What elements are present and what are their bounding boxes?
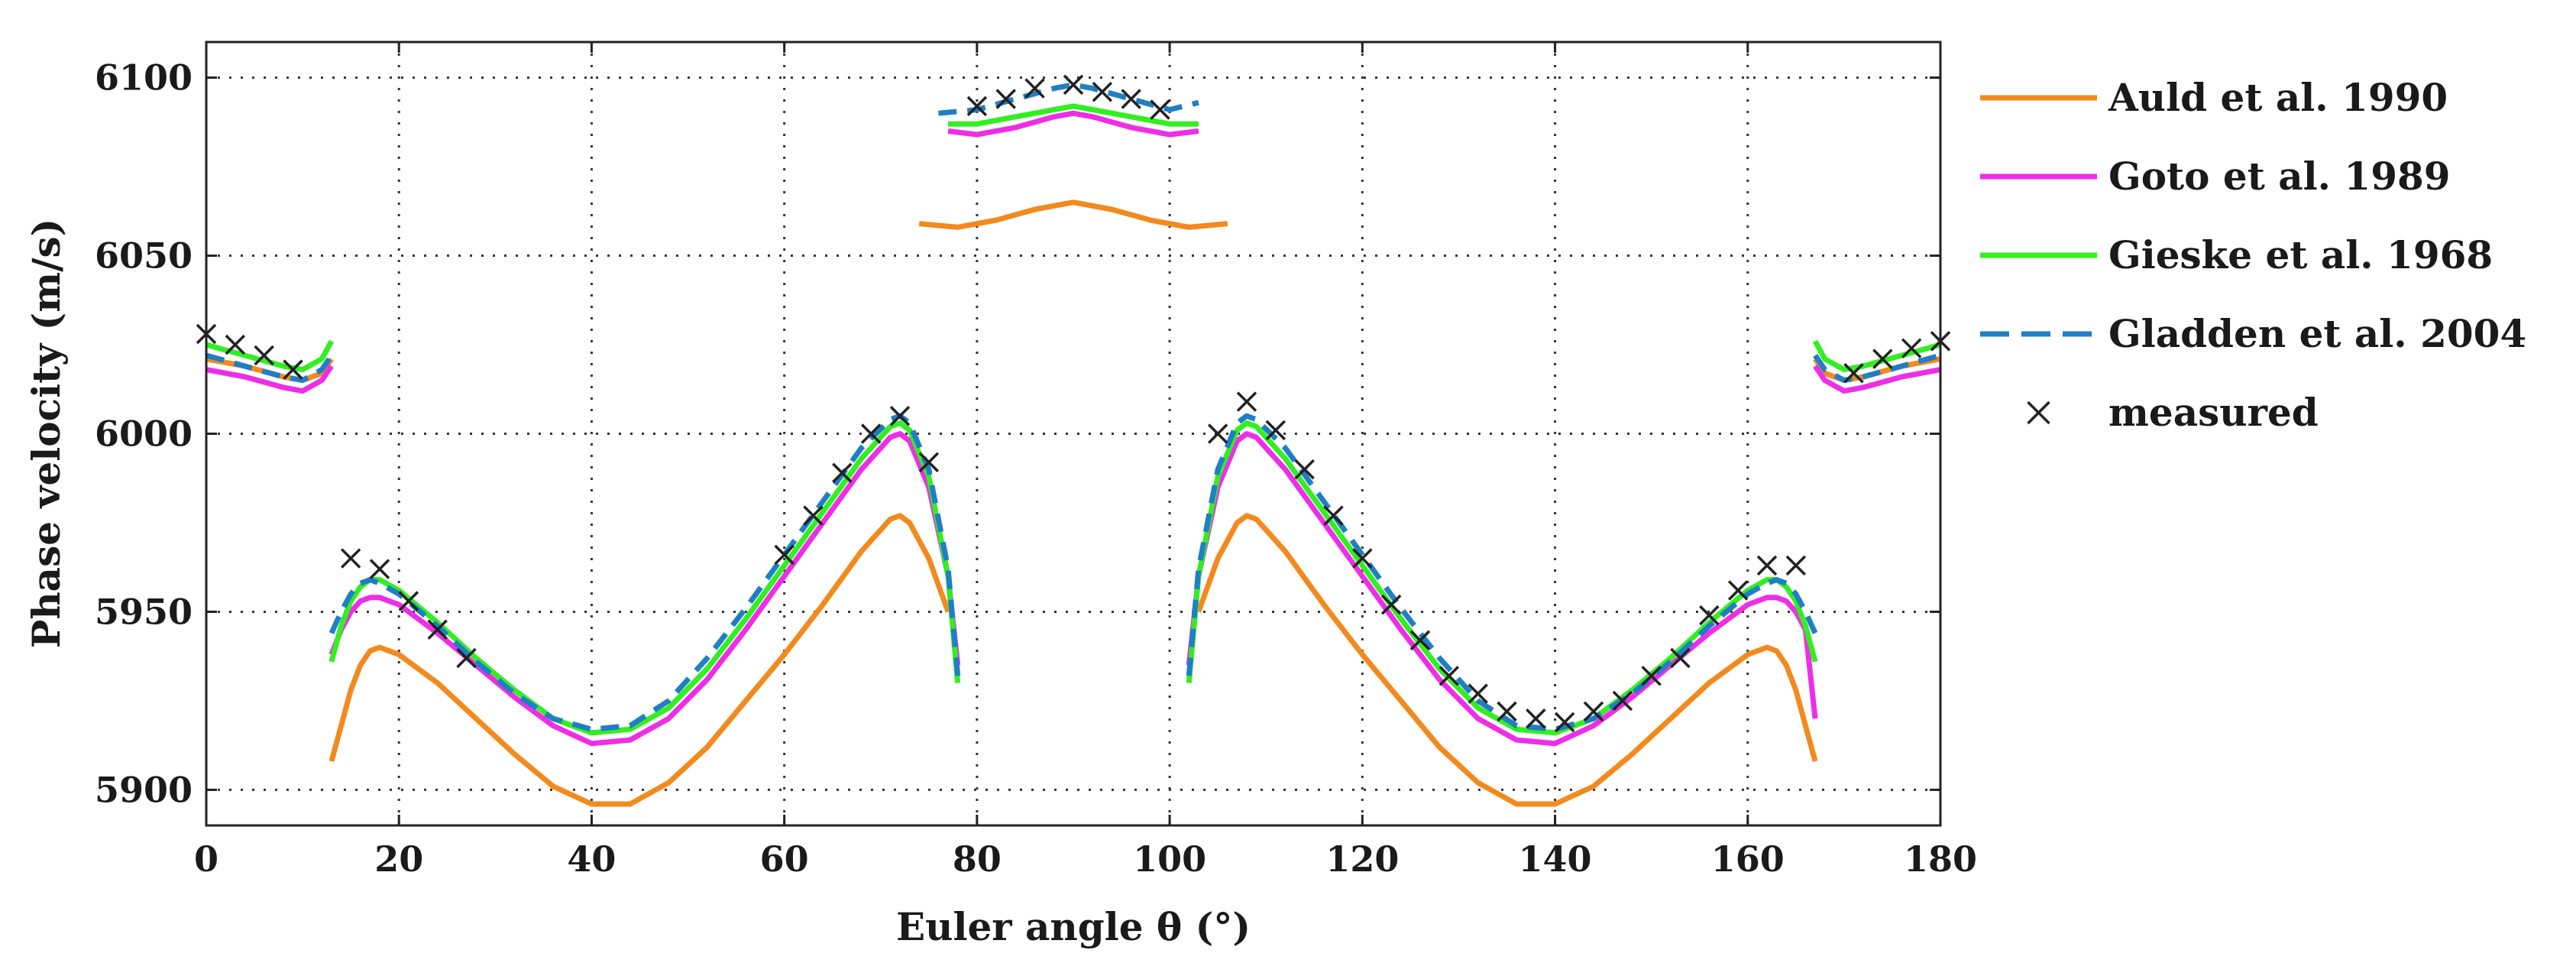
measured-point	[860, 423, 882, 444]
legend-label: Gladden et al. 2004	[2108, 311, 2526, 356]
series-line-segment	[1186, 431, 1818, 747]
series-line-segment	[205, 352, 334, 384]
measured-point	[1380, 594, 1402, 615]
x-tick-label: 140	[1519, 838, 1592, 880]
measured-point	[1727, 580, 1749, 601]
series-line-segment	[205, 365, 334, 394]
measured-point	[1583, 701, 1604, 722]
series-line-segment	[947, 110, 1199, 138]
tick-marks	[205, 42, 1942, 825]
x-tick-label: 60	[760, 838, 809, 880]
measured-point	[1901, 338, 1922, 358]
measured-point	[774, 544, 794, 566]
legend-marker-x	[2027, 400, 2050, 425]
series-0	[205, 199, 1941, 807]
measured-point	[369, 559, 390, 579]
measured-point	[1352, 548, 1373, 569]
series-line-segment	[328, 431, 961, 747]
measured-point	[966, 96, 988, 117]
series-line-segment	[1186, 413, 1818, 732]
x-tick-label: 120	[1325, 838, 1399, 880]
measured-point	[225, 334, 246, 355]
y-tick-label: 6000	[95, 413, 193, 455]
measured-point	[427, 619, 448, 640]
measured-point	[889, 405, 911, 426]
series-line-segment	[328, 513, 951, 807]
legend-item: Auld et al. 1990	[1980, 75, 2448, 120]
legend-background	[1970, 45, 2568, 429]
x-tick-label: 80	[953, 838, 1002, 880]
measured-point	[1699, 605, 1720, 626]
series-layer	[196, 74, 1951, 807]
x-tick-label: 160	[1711, 838, 1785, 880]
measured-point	[1554, 712, 1575, 733]
measured-point	[1670, 647, 1691, 669]
series-line-segment	[918, 199, 1228, 230]
x-tick-label: 100	[1133, 838, 1206, 880]
measured-point	[1409, 630, 1431, 650]
series-line-segment	[1813, 339, 1941, 373]
y-tick-label: 6050	[95, 235, 193, 277]
y-tick-labels: 5900 5950 6000 6050 6100	[95, 57, 193, 811]
measured-point	[254, 345, 274, 366]
series-line-segment	[948, 103, 1199, 127]
measured-point	[1207, 423, 1228, 444]
legend: Auld et al. 1990 Goto et al. 1989 Gieske e…	[1970, 45, 2568, 435]
measured-point	[1092, 81, 1113, 102]
x-tick-label: 180	[1904, 838, 1977, 880]
legend-item: Gieske et al. 1968	[1980, 232, 2493, 277]
series-4	[196, 74, 1951, 733]
legend-label: Goto et al. 1989	[2108, 154, 2451, 199]
series-line-segment	[1813, 352, 1941, 384]
y-tick-label: 6100	[95, 57, 193, 99]
x-tick-label: 0	[194, 838, 218, 880]
legend-item: Goto et al. 1989	[1980, 154, 2451, 199]
x-tick-label: 20	[374, 838, 423, 880]
series-3	[205, 82, 1941, 732]
x-tick-label: 40	[567, 838, 616, 880]
measured-point	[1526, 708, 1546, 729]
measured-point	[1438, 666, 1460, 686]
measured-point	[398, 591, 419, 611]
x-axis-label: Euler angle θ (°)	[896, 904, 1251, 949]
measured-point	[283, 359, 303, 380]
measured-point	[456, 647, 477, 669]
measured-point	[1843, 363, 1864, 384]
legend-label: measured	[2108, 390, 2319, 435]
measured-point	[1468, 683, 1488, 704]
measured-point	[1121, 89, 1141, 109]
legend-label: Auld et al. 1990	[2108, 75, 2448, 120]
measured-point	[1024, 78, 1045, 99]
measured-point	[918, 452, 940, 473]
measured-point	[1641, 666, 1662, 686]
y-axis-label: Phase velocity (m/s)	[24, 219, 69, 649]
measured-point	[995, 89, 1016, 109]
legend-label: Gieske et al. 1968	[2108, 232, 2493, 277]
x-tick-labels: 0 20 40 60 80 100 120 140 160 180	[194, 838, 1977, 880]
measured-point	[1497, 701, 1517, 722]
y-tick-label: 5950	[95, 591, 193, 632]
legend-item: measured	[2027, 390, 2319, 435]
measured-point	[1612, 690, 1633, 712]
measured-point	[1756, 555, 1778, 576]
y-tick-label: 5900	[95, 769, 193, 810]
measured-point	[340, 548, 361, 569]
measured-point	[1785, 555, 1807, 576]
measured-point	[1265, 420, 1286, 441]
measured-point	[1150, 99, 1170, 120]
series-1	[205, 110, 1941, 747]
measured-point	[1063, 74, 1084, 96]
measured-point	[1872, 349, 1893, 369]
measured-point	[1236, 391, 1257, 412]
legend-item: Gladden et al. 2004	[1980, 311, 2526, 356]
series-line-segment	[1813, 365, 1941, 394]
series-line-segment	[1196, 513, 1818, 807]
grid	[206, 42, 1940, 825]
series-line-segment	[205, 339, 334, 373]
measured-point	[1323, 505, 1344, 526]
measured-point	[803, 505, 824, 526]
measured-point	[1294, 459, 1315, 480]
measured-point	[832, 462, 853, 483]
